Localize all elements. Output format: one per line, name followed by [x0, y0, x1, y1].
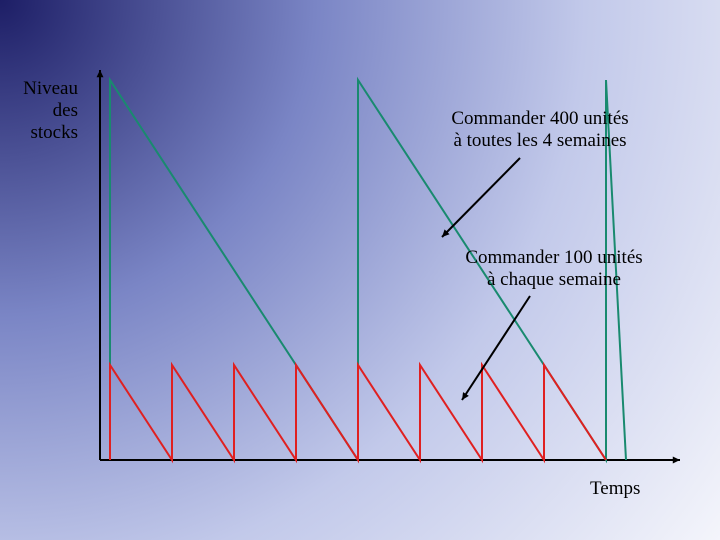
annotation-large-line2: à toutes les 4 semaines — [453, 130, 626, 151]
x-axis-label: Temps — [590, 478, 640, 500]
annotation-small-line2: à chaque semaine — [487, 269, 621, 290]
annotation-large-order: Commander 400 unités à toutes les 4 sema… — [430, 108, 650, 152]
annotation-large-line1: Commander 400 unités — [451, 108, 628, 129]
annotation-small-line1: Commander 100 unités — [465, 247, 642, 268]
y-axis-label: Niveaudesstocks — [0, 78, 78, 144]
annotation-small-order: Commander 100 unités à chaque semaine — [444, 247, 664, 291]
chart-stage: Niveaudesstocks Commander 400 unités à t… — [0, 0, 720, 540]
